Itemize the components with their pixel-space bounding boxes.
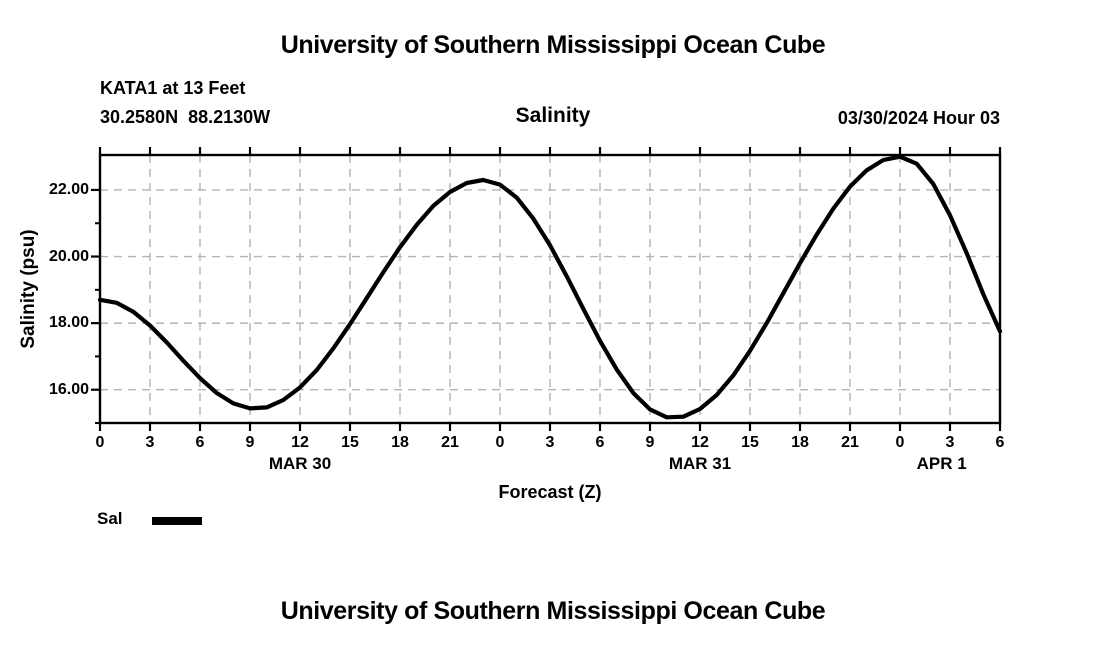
forecast-datetime-label: 03/30/2024 Hour 03 [837, 108, 1000, 128]
x-tick-label: 21 [841, 434, 859, 451]
x-tick-label: 18 [791, 434, 809, 451]
y-tick-label: 20.00 [48, 247, 89, 265]
x-tick-label: 12 [691, 434, 709, 451]
legend-series-label: Sal [97, 509, 123, 528]
x-tick-label: 0 [495, 434, 505, 451]
x-tick-label: 9 [645, 434, 655, 451]
page-title: University of Southern Mississippi Ocean… [280, 31, 826, 59]
x-tick-label: 9 [245, 434, 255, 451]
x-tick-label: 15 [741, 434, 759, 451]
x-tick-label: 0 [895, 434, 905, 451]
plot-title: Salinity [515, 104, 591, 127]
station-label: KATA1 at 13 Feet [100, 78, 246, 98]
date-label: APR 1 [916, 454, 967, 473]
x-tick-label: 0 [95, 434, 105, 451]
coordinates-label: 30.2580N 88.2130W [100, 107, 271, 127]
x-tick-label: 3 [145, 434, 155, 451]
x-tick-label: 3 [545, 434, 555, 451]
legend-line-swatch [152, 517, 202, 525]
y-tick-label: 22.00 [48, 180, 89, 198]
x-tick-label: 6 [995, 434, 1005, 451]
y-tick-label: 16.00 [48, 380, 89, 398]
x-tick-label: 3 [945, 434, 955, 451]
x-tick-label: 15 [341, 434, 359, 451]
x-axis-title: Forecast (Z) [498, 482, 602, 502]
footer-title: University of Southern Mississippi Ocean… [280, 597, 826, 625]
x-tick-label: 6 [595, 434, 605, 451]
x-tick-label: 18 [391, 434, 409, 451]
x-tick-label: 21 [441, 434, 459, 451]
x-tick-label: 12 [291, 434, 309, 451]
x-tick-label: 6 [195, 434, 205, 451]
date-label: MAR 31 [668, 454, 732, 473]
date-label: MAR 30 [268, 454, 332, 473]
y-tick-label: 18.00 [48, 314, 89, 332]
salinity-series-line [97, 154, 1003, 420]
